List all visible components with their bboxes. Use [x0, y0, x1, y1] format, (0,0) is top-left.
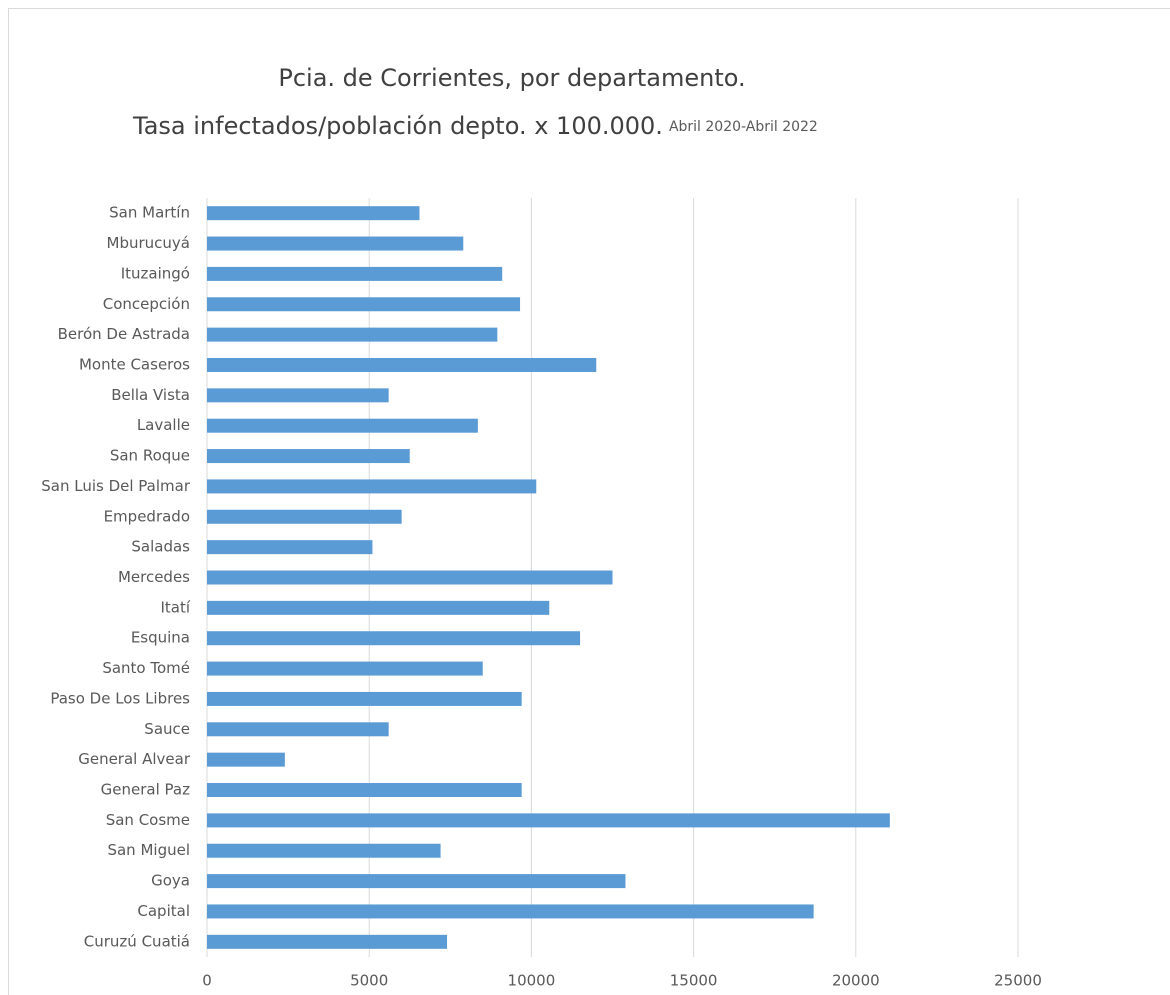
- y-tick-label: Saladas: [131, 538, 190, 556]
- chart-subtitle: Abril 2020-Abril 2022: [669, 119, 818, 135]
- bar: [207, 631, 581, 646]
- y-tick-label: San Miguel: [107, 841, 190, 859]
- bar: [207, 691, 522, 706]
- x-tick-label: 25000: [994, 972, 1042, 990]
- y-tick-label: San Martín: [109, 204, 190, 222]
- x-tick-label: 10000: [508, 972, 556, 990]
- bar: [207, 752, 285, 767]
- bar: [207, 418, 478, 433]
- chart-title: Pcia. de Corrientes, por departamento.: [278, 64, 745, 92]
- bar: [207, 266, 503, 281]
- y-tick-label: Goya: [151, 872, 190, 890]
- bar: [207, 934, 448, 949]
- chart-title-line: Tasa infectados/población depto. x 100.0…: [132, 112, 818, 140]
- y-tick-label: San Roque: [110, 447, 190, 465]
- y-tick-label: San Cosme: [106, 811, 190, 829]
- y-tick-label: Esquina: [131, 629, 190, 647]
- bar: [207, 388, 389, 403]
- bar: [207, 661, 483, 676]
- bar: [207, 722, 389, 737]
- bar: [207, 236, 464, 251]
- bar: [207, 357, 597, 372]
- bar: [207, 449, 410, 464]
- bar: [207, 206, 420, 221]
- bar: [207, 904, 814, 919]
- y-tick-label: Bella Vista: [111, 386, 190, 404]
- y-tick-label: San Luis Del Palmar: [41, 477, 191, 495]
- chart-border: [8, 8, 1170, 995]
- bar: [207, 570, 613, 585]
- y-tick-label: Ituzaingó: [121, 264, 190, 282]
- y-tick-label: Capital: [137, 902, 190, 920]
- y-tick-label: Empedrado: [104, 507, 190, 525]
- x-tick-label: 5000: [350, 972, 388, 990]
- bar: [207, 843, 441, 858]
- x-tick-label: 0: [202, 972, 212, 990]
- y-tick-label: Itatí: [160, 598, 190, 616]
- x-tick-label: 20000: [832, 972, 880, 990]
- chart-title-line2: Tasa infectados/población depto. x 100.0…: [132, 112, 663, 140]
- y-tick-label: Sauce: [144, 720, 190, 738]
- y-tick-label: Mburucuyá: [107, 234, 190, 252]
- bar: [207, 479, 537, 494]
- bar: [207, 297, 521, 312]
- y-tick-label: Concepción: [103, 295, 190, 313]
- bar: [207, 509, 402, 524]
- y-tick-label: General Alvear: [78, 750, 191, 768]
- y-tick-label: Santo Tomé: [102, 659, 190, 677]
- bar: [207, 783, 522, 798]
- bar: [207, 600, 550, 615]
- y-tick-label: Paso De Los Libres: [50, 689, 190, 707]
- y-tick-label: Lavalle: [137, 416, 190, 434]
- bar: [207, 327, 498, 342]
- y-tick-label: Mercedes: [118, 568, 190, 586]
- bar: [207, 540, 373, 555]
- bar: [207, 874, 626, 889]
- bar: [207, 813, 890, 828]
- y-tick-label: Curuzú Cuatiá: [84, 932, 190, 950]
- y-tick-label: General Paz: [101, 781, 190, 799]
- y-tick-label: Monte Caseros: [79, 355, 190, 373]
- y-tick-label: Berón De Astrada: [58, 325, 190, 343]
- x-tick-label: 15000: [670, 972, 718, 990]
